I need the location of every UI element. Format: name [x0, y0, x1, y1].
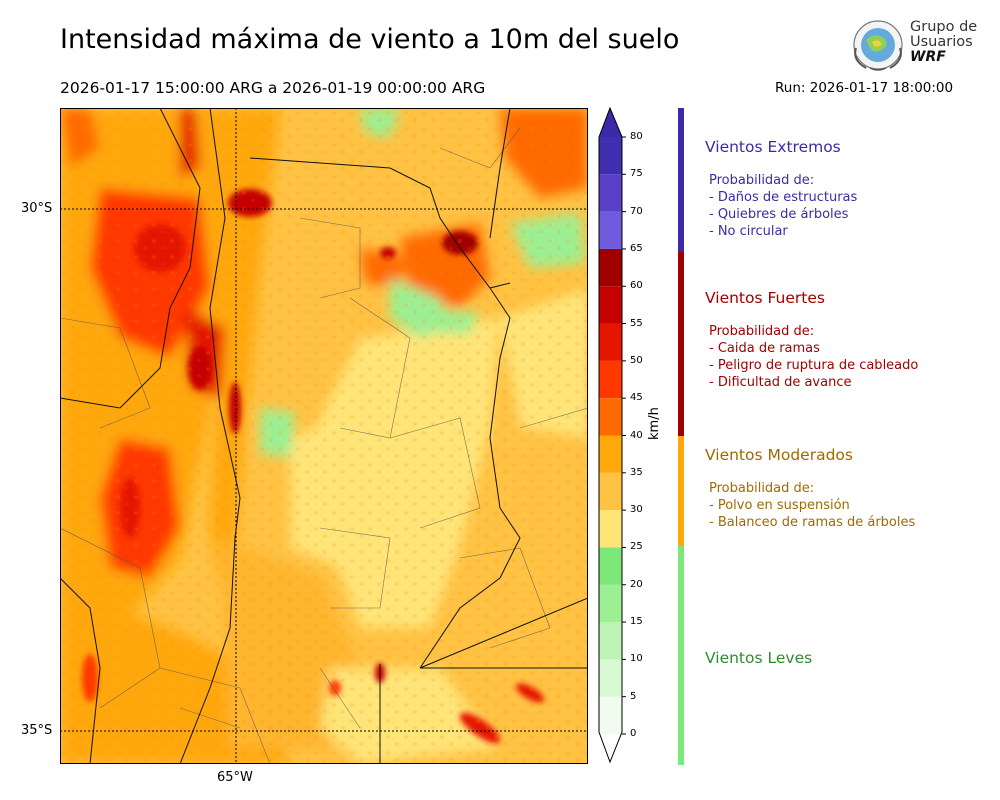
colorbar-segment	[599, 510, 622, 548]
colorbar-tick-label: 65	[630, 242, 643, 254]
colorbar-segment	[599, 137, 622, 175]
category-strong-detail-4: - Dificultad de avance	[709, 375, 852, 390]
category-light-title: Vientos Leves	[705, 649, 813, 667]
colorbar-tick-label: 15	[630, 616, 643, 628]
category-extreme-detail-3: - Quiebres de árboles	[709, 207, 849, 222]
colorbar-tick-label: 10	[630, 653, 643, 665]
colorbar-tick-label: 60	[630, 280, 643, 292]
colorbar-segment	[599, 472, 622, 511]
colorbar-tick-label: 35	[630, 466, 643, 478]
logo-line-2: Usuarios	[910, 34, 973, 50]
colorbar-tick-label: 50	[630, 354, 643, 366]
colorbar-tick-label: 75	[630, 168, 643, 180]
category-strong-details: Probabilidad de: - Caida de ramas - Peli…	[709, 323, 918, 391]
colorbar-tick-label: 40	[630, 429, 643, 441]
globe-seal-icon	[853, 20, 903, 71]
colorbar-tick-label: 20	[630, 578, 643, 590]
category-extreme-detail-2: - Daños de estructuras	[709, 190, 858, 205]
colorbar-unit: km/h	[647, 407, 662, 440]
category-extreme-detail-4: - No circular	[709, 224, 788, 239]
colorbar-over-arrow	[599, 108, 622, 137]
colorbar-tick-label: 30	[630, 504, 643, 516]
wind-map	[60, 108, 588, 764]
colorbar-segment	[599, 360, 622, 399]
category-strong-detail-2: - Caida de ramas	[709, 341, 820, 356]
category-extreme-detail-1: Probabilidad de:	[709, 173, 815, 188]
colorbar	[598, 106, 626, 764]
colorbar-tick-label: 0	[630, 728, 637, 739]
lat-label-30s: 30°S	[21, 201, 53, 216]
graticule	[60, 108, 588, 764]
colorbar-tick-label: 70	[630, 205, 643, 217]
colorbar-segment	[599, 248, 622, 287]
colorbar-segment	[599, 584, 622, 623]
map-frame	[60, 108, 588, 764]
colorbar-segment	[599, 174, 622, 212]
colorbar-segment	[599, 435, 622, 473]
colorbar-tick-label: 25	[630, 541, 643, 553]
department-lines	[60, 127, 588, 764]
category-moderate-detail-1: Probabilidad de:	[709, 481, 815, 496]
forecast-period: 2026-01-17 15:00:00 ARG a 2026-01-19 00:…	[60, 79, 486, 97]
map-title: Intensidad máxima de viento a 10m del su…	[60, 24, 680, 55]
colorbar-under-arrow	[599, 734, 622, 762]
colorbar-tick-label: 55	[630, 317, 643, 329]
side-bar-moderate	[678, 436, 684, 546]
logo-line-3: WRF	[910, 49, 946, 65]
colorbar-segment	[599, 398, 622, 436]
side-bar-light	[678, 546, 684, 765]
lon-label-65w: 65°W	[217, 770, 253, 785]
colorbar-segment	[599, 323, 622, 361]
side-bar-strong	[678, 252, 684, 436]
province-borders	[60, 108, 588, 764]
category-moderate-details: Probabilidad de: - Polvo en suspensión -…	[709, 480, 915, 531]
lat-label-35s: 35°S	[21, 723, 53, 738]
colorbar-segment	[599, 696, 622, 734]
category-extreme-title: Vientos Extremos	[705, 138, 841, 156]
category-strong-detail-3: - Peligro de ruptura de cableado	[709, 358, 919, 373]
colorbar-segment	[599, 659, 622, 697]
colorbar-tick-label: 80	[630, 131, 643, 142]
colorbar-segment	[599, 286, 622, 324]
colorbar-tick-label: 5	[630, 690, 637, 702]
category-moderate-detail-3: - Balanceo de ramas de árboles	[709, 515, 916, 530]
side-bar-extreme	[678, 108, 684, 252]
colorbar-segment	[599, 622, 622, 660]
category-moderate-detail-2: - Polvo en suspensión	[709, 498, 850, 513]
colorbar-tick-label: 45	[630, 392, 643, 404]
colorbar-segment	[599, 547, 622, 585]
run-timestamp: Run: 2026-01-17 18:00:00	[775, 80, 954, 96]
colorbar-segment	[599, 211, 622, 249]
logo-line-1: Grupo de	[910, 19, 978, 35]
category-strong-title: Vientos Fuertes	[705, 289, 825, 307]
category-moderate-title: Vientos Moderados	[705, 446, 853, 464]
category-strong-detail-1: Probabilidad de:	[709, 324, 815, 339]
category-extreme-details: Probabilidad de: - Daños de estructuras …	[709, 172, 857, 240]
wrf-logo: Grupo de Usuarios WRF	[848, 18, 978, 73]
